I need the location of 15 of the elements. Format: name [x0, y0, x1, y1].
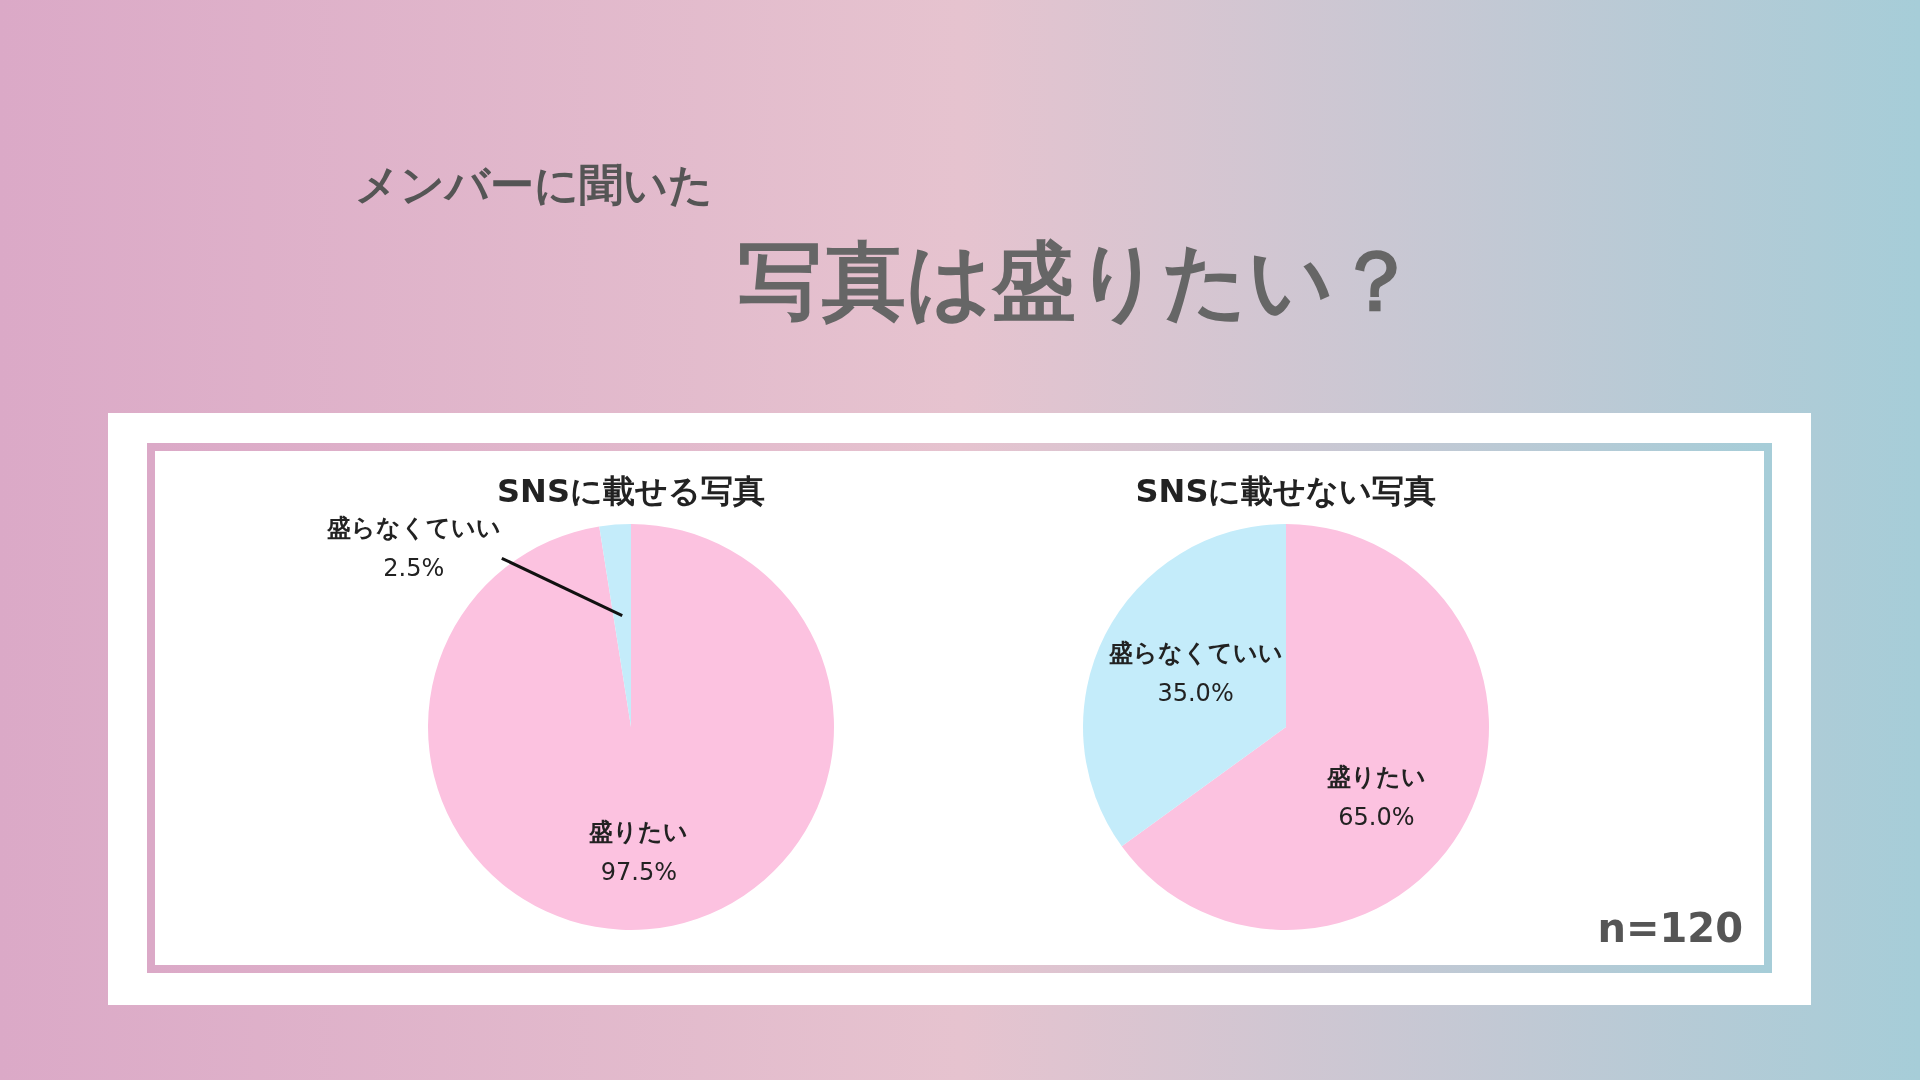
text: n=120 — [1597, 905, 1743, 951]
data-label: 35.0% — [1157, 678, 1234, 707]
pie-slice — [599, 524, 631, 727]
slice-label: 盛りたい — [1325, 763, 1426, 792]
text: 写真は盛りたい？ — [738, 232, 1418, 330]
chart-title: SNSに載せない写真 — [1135, 472, 1437, 510]
data-label: 97.5% — [600, 858, 678, 887]
slice-label: 盛らなくていい — [325, 514, 501, 543]
chart-title: SNSに載せる写真 — [497, 472, 765, 510]
slice-label: 盛らなくていい — [1107, 638, 1283, 667]
pie-slice — [1083, 524, 1286, 847]
data-label: 2.5% — [383, 554, 445, 583]
text: メンバーに聞いた — [355, 159, 713, 210]
data-label: 65.0% — [1338, 803, 1415, 832]
slice-label: 盛りたい — [588, 818, 689, 847]
